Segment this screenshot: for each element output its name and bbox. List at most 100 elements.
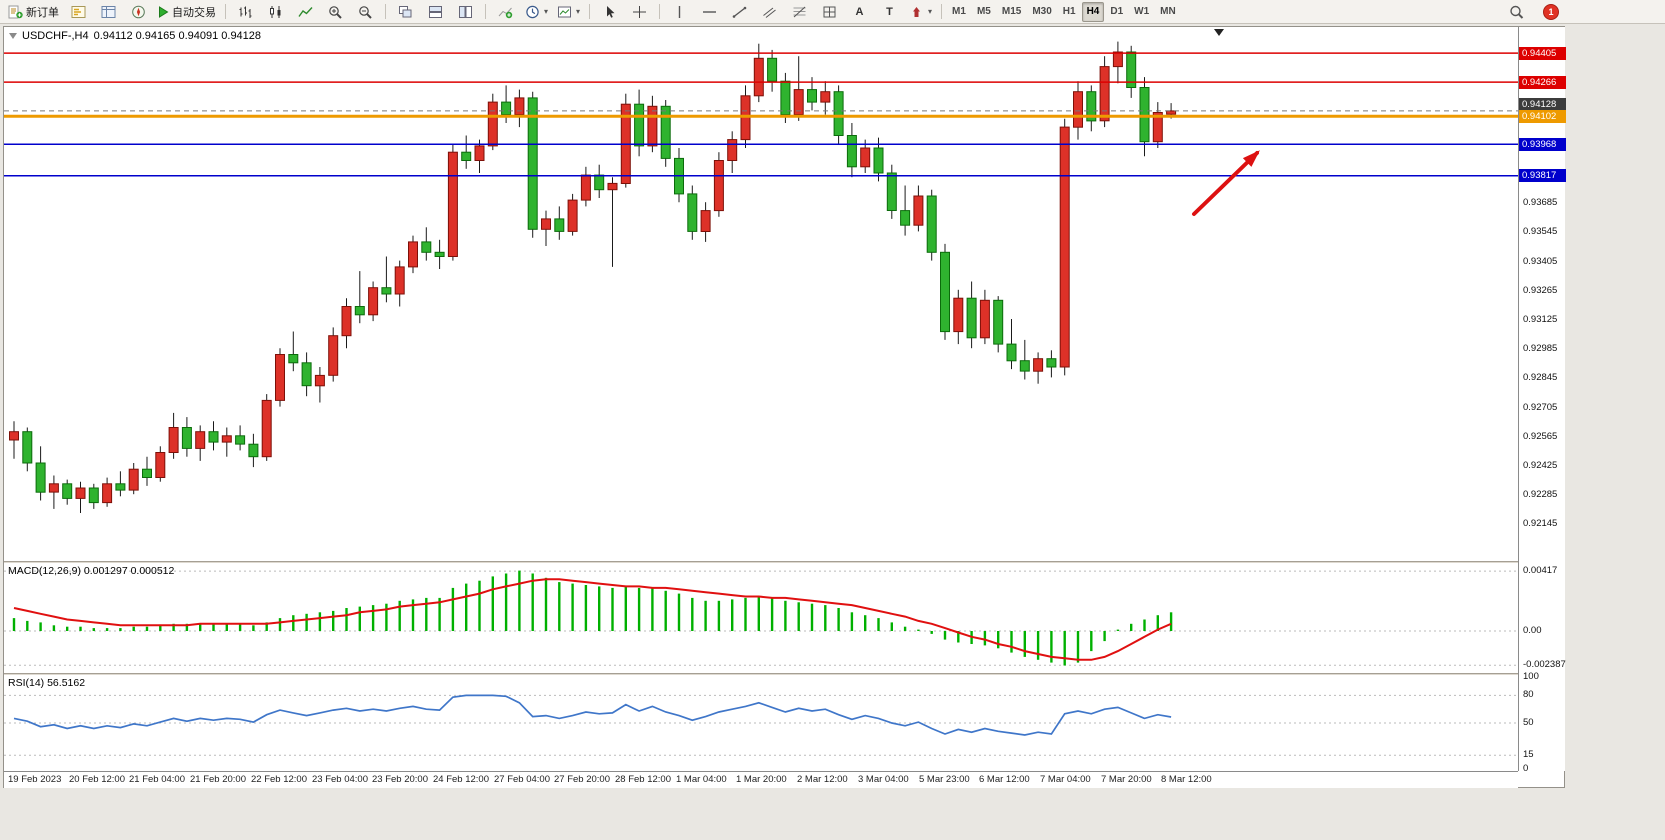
candle-body xyxy=(487,101,498,147)
channel-button[interactable] xyxy=(755,1,784,23)
new-order-button[interactable]: 新订单 xyxy=(4,1,63,23)
candle-body xyxy=(820,91,831,103)
market-watch-button[interactable] xyxy=(64,1,93,23)
cursor-icon xyxy=(607,5,615,18)
timeframe-m1-button[interactable]: M1 xyxy=(952,6,966,17)
candle-body xyxy=(1139,87,1150,143)
timeframe-h4-button[interactable]: H4 xyxy=(1081,1,1105,22)
price-axis-label: 0.92705 xyxy=(1523,402,1558,413)
toolbar-separator xyxy=(659,4,661,19)
search-button[interactable] xyxy=(1502,1,1531,23)
rsi-axis-label: 15 xyxy=(1523,749,1534,760)
label-button[interactable]: T xyxy=(875,1,904,23)
candle-body xyxy=(181,427,192,449)
price-chart-canvas[interactable] xyxy=(4,27,1518,561)
candle-body xyxy=(753,57,764,97)
rsi-chart-canvas[interactable] xyxy=(4,675,1518,771)
cascade-windows-button[interactable] xyxy=(391,1,420,23)
rsi-axis-label: 50 xyxy=(1523,717,1534,728)
candle-body xyxy=(1086,91,1097,122)
chevron-down-icon: ▾ xyxy=(928,7,933,16)
arrows-button[interactable]: ▾ xyxy=(905,1,936,23)
candle-body xyxy=(155,452,166,478)
clock-icon xyxy=(526,5,539,18)
toolbar-separator xyxy=(385,4,386,19)
timeframe-h1-button[interactable]: H1 xyxy=(1062,6,1076,17)
candlestick-chart-icon xyxy=(270,5,281,18)
price-level-box: 0.94405 xyxy=(1519,47,1566,60)
price-axis-label: 0.92565 xyxy=(1523,431,1558,442)
candle-body xyxy=(913,195,924,226)
candle-body xyxy=(634,103,645,147)
candle-body xyxy=(900,210,911,226)
rsi-axis-label: 0 xyxy=(1523,763,1529,774)
toolbar-separator xyxy=(225,4,226,19)
candlestick-chart-button[interactable] xyxy=(261,1,290,23)
time-axis[interactable]: 19 Feb 2023 20 Feb 12:00 21 Feb 04:00 21 Fe… xyxy=(4,771,1518,788)
candle-body xyxy=(434,251,445,258)
shapes-button[interactable] xyxy=(815,1,844,23)
candle-body xyxy=(1099,66,1110,122)
candle-body xyxy=(48,483,59,493)
panel-separator[interactable] xyxy=(4,673,1518,675)
candle-body xyxy=(314,374,325,387)
panel-separator[interactable] xyxy=(4,561,1518,563)
chart-collapse-icon[interactable] xyxy=(9,33,17,39)
timeframe-m5-button[interactable]: M5 xyxy=(976,6,991,17)
candle-body xyxy=(474,145,485,162)
bar-chart-icon xyxy=(239,6,252,18)
timeframe-mn-button[interactable]: MN xyxy=(1160,6,1176,17)
price-axis-label: 0.92845 xyxy=(1523,372,1558,383)
crosshair-button[interactable] xyxy=(625,1,654,23)
candle-body xyxy=(501,101,512,116)
price-axis[interactable]: 0.943850.942450.941050.939650.938250.936… xyxy=(1518,27,1566,774)
chart-shift-marker[interactable] xyxy=(1214,29,1224,36)
fibonacci-icon xyxy=(793,6,806,17)
macd-chart-canvas[interactable] xyxy=(4,563,1518,673)
price-axis-label: 0.93405 xyxy=(1523,256,1558,267)
tile-horizontal-button[interactable] xyxy=(421,1,450,23)
shapes-grid-icon xyxy=(823,6,836,17)
indicators-button[interactable] xyxy=(491,1,520,23)
text-button[interactable]: A xyxy=(845,1,874,23)
navigator-button[interactable] xyxy=(124,1,153,23)
arrow-tool-icon xyxy=(913,6,921,17)
candle-body xyxy=(833,91,844,136)
line-chart-button[interactable] xyxy=(291,1,320,23)
time-axis-label: 21 Feb 04:00 xyxy=(129,774,185,785)
new-order-label: 新订单 xyxy=(26,6,59,19)
vertical-line-button[interactable] xyxy=(665,1,694,23)
candle-body xyxy=(115,483,126,491)
zoom-in-button[interactable] xyxy=(321,1,350,23)
fibonacci-button[interactable] xyxy=(785,1,814,23)
templates-button[interactable]: ▾ xyxy=(553,1,584,23)
tile-vertical-button[interactable] xyxy=(451,1,480,23)
timeframe-m15-button[interactable]: M15 xyxy=(1001,6,1022,17)
price-axis-label: 0.92425 xyxy=(1523,460,1558,471)
timeframe-d1-button[interactable]: D1 xyxy=(1110,6,1124,17)
periods-button[interactable]: ▾ xyxy=(521,1,552,23)
auto-trading-button[interactable]: 自动交易 xyxy=(154,1,220,23)
main-chart-panel: USDCHF-,H4 0.94112 0.94165 0.94091 0.941… xyxy=(4,27,1518,561)
cursor-button[interactable] xyxy=(595,1,624,23)
horizontal-line-button[interactable] xyxy=(695,1,724,23)
data-window-button[interactable] xyxy=(94,1,123,23)
candle-body xyxy=(75,487,86,499)
timeframe-m30-button[interactable]: M30 xyxy=(1032,6,1052,17)
navigator-icon xyxy=(132,5,145,18)
candle-body xyxy=(394,266,405,295)
time-axis-label: 21 Feb 20:00 xyxy=(190,774,246,785)
trendline-button[interactable] xyxy=(725,1,754,23)
timeframe-w1-button[interactable]: W1 xyxy=(1134,6,1150,17)
price-axis-label: 0.93545 xyxy=(1523,226,1558,237)
search-icon xyxy=(1510,5,1524,19)
bar-chart-button[interactable] xyxy=(231,1,260,23)
zoom-out-button[interactable] xyxy=(351,1,380,23)
annotation-arrow-line[interactable] xyxy=(1192,151,1259,216)
candle-body xyxy=(780,80,791,116)
notification-badge[interactable]: 1 xyxy=(1543,3,1559,20)
cascade-windows-icon xyxy=(399,5,412,17)
candle-body xyxy=(541,218,551,230)
time-axis-label: 5 Mar 23:00 xyxy=(919,774,970,785)
candle-body xyxy=(966,297,977,339)
